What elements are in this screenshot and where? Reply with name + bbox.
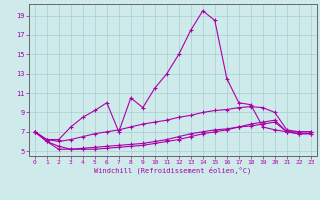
X-axis label: Windchill (Refroidissement éolien,°C): Windchill (Refroidissement éolien,°C) [94,167,252,174]
